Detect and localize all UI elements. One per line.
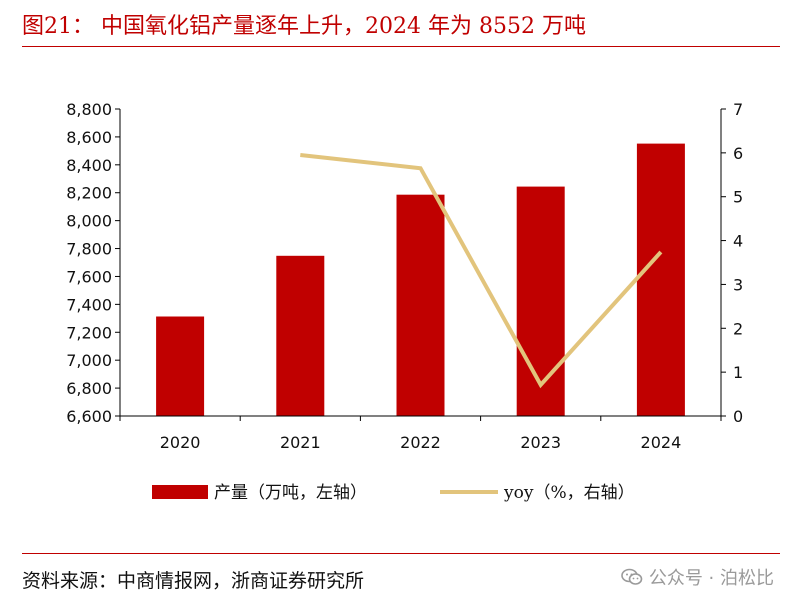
left-tick-label: 6,600 — [66, 407, 112, 426]
yoy-line — [300, 153, 663, 389]
right-tick-label: 7 — [733, 100, 743, 119]
left-tick-label: 8,200 — [66, 184, 112, 203]
left-tick-label: 6,800 — [66, 379, 112, 398]
x-tick-label: 2022 — [400, 433, 441, 452]
bar-2021 — [276, 255, 325, 416]
bar-2023 — [516, 186, 565, 416]
bar-2022 — [396, 194, 445, 416]
footer-divider — [22, 553, 780, 554]
left-tick-label: 7,600 — [66, 267, 112, 286]
left-tick-label: 7,400 — [66, 295, 112, 314]
x-tick-label: 2023 — [520, 433, 561, 452]
legend: 产量（万吨，左轴） yoy（%，右轴） — [152, 483, 635, 503]
x-tick-label: 2020 — [160, 433, 201, 452]
x-tick-label: 2024 — [641, 433, 682, 452]
right-axis: 0 1 2 3 4 5 6 7 — [720, 100, 743, 426]
right-tick-label: 5 — [733, 188, 743, 207]
bar-series — [156, 143, 685, 416]
chart-title: 图21： 中国氧化铝产量逐年上升，2024 年为 8552 万吨 — [22, 14, 586, 39]
legend-label-production: 产量（万吨，左轴） — [214, 483, 367, 503]
left-tick-label: 7,800 — [66, 240, 112, 259]
left-tick-label: 7,200 — [66, 323, 112, 342]
left-tick-label: 8,800 — [66, 100, 112, 119]
right-tick-label: 2 — [733, 319, 743, 338]
bar-2024 — [636, 143, 685, 416]
left-tick-label: 7,000 — [66, 351, 112, 370]
right-tick-label: 4 — [733, 232, 743, 251]
bar-2020 — [156, 316, 205, 416]
yoy-line-series — [300, 153, 663, 389]
right-tick-label: 1 — [733, 363, 743, 382]
chart-canvas: 6,600 6,800 7,000 7,200 7,400 7,600 7,800 8,000… — [66, 100, 743, 503]
left-axis: 6,600 6,800 7,000 7,200 7,400 7,600 7,800 8,000… — [66, 100, 121, 426]
left-tick-label: 8,000 — [66, 212, 112, 231]
x-tick-label: 2021 — [280, 433, 321, 452]
left-tick-label: 8,600 — [66, 128, 112, 147]
watermark-text: 公众号 · 泊松比 — [648, 568, 774, 589]
legend-label-yoy: yoy（%，右轴） — [503, 483, 635, 503]
wechat-icon — [621, 568, 643, 585]
right-tick-label: 0 — [733, 407, 743, 426]
x-axis: 2020 2021 2022 2023 2024 — [119, 415, 722, 452]
left-tick-label: 8,400 — [66, 156, 112, 175]
right-tick-label: 6 — [733, 144, 743, 163]
watermark: 公众号 · 泊松比 — [621, 564, 774, 590]
source-note: 资料来源：中商情报网，浙商证券研究所 — [22, 570, 365, 592]
legend-swatch-production — [152, 485, 208, 499]
right-tick-label: 3 — [733, 275, 743, 294]
title-divider — [22, 46, 780, 47]
